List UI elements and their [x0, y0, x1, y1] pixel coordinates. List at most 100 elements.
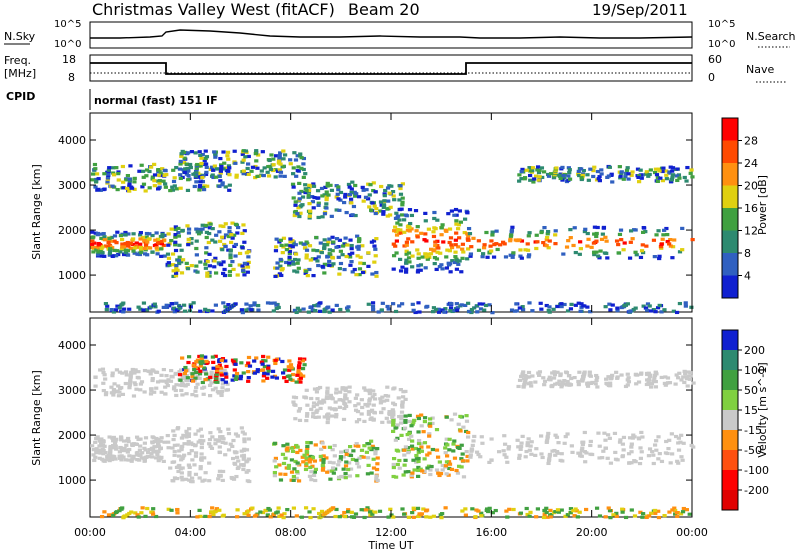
- power-echo-cell: [363, 195, 369, 199]
- power-echo-cell: [599, 168, 604, 172]
- power-echo-cell: [349, 260, 354, 264]
- velocity-echo-cell: [268, 515, 273, 519]
- power-echo-cell: [305, 242, 310, 246]
- velocity-echo-cell: [210, 435, 215, 439]
- power-echo-cell: [343, 236, 348, 240]
- velocity-echo-cell: [312, 470, 317, 474]
- velocity-echo-cell: [569, 376, 574, 381]
- power-echo-cell: [659, 246, 664, 250]
- velocity-echo-cell: [353, 512, 359, 516]
- velocity-echo-cell: [590, 452, 595, 457]
- velocity-echo-cell: [301, 374, 306, 378]
- power-echo-cell: [140, 169, 146, 173]
- power-cbar-segment: [722, 275, 738, 299]
- power-echo-cell: [295, 306, 300, 310]
- power-echo-cell: [179, 154, 184, 158]
- velocity-echo-cell: [608, 461, 614, 465]
- velocity-echo-cell: [178, 378, 183, 382]
- power-echo-cell: [177, 261, 182, 266]
- power-echo-cell: [619, 238, 624, 242]
- power-echo-cell: [374, 270, 379, 275]
- velocity-echo-cell: [426, 445, 431, 449]
- power-echo-cell: [155, 252, 160, 256]
- velocity-echo-cell: [662, 514, 667, 518]
- velocity-echo-cell: [217, 469, 223, 473]
- velocity-echo-cell: [407, 413, 412, 418]
- power-echo-cell: [203, 307, 208, 311]
- velocity-echo-cell: [430, 416, 435, 420]
- power-echo-cell: [517, 238, 522, 242]
- power-echo-cell: [455, 227, 461, 231]
- power-echo-cell: [268, 167, 273, 172]
- velocity-echo-cell: [526, 370, 532, 375]
- velocity-echo-cell: [469, 447, 474, 451]
- power-echo-cell: [325, 255, 330, 259]
- power-echo-cell: [394, 211, 399, 215]
- velocity-echo-cell: [597, 444, 602, 448]
- velocity-echo-cell: [343, 386, 348, 390]
- power-echo-cell: [161, 305, 166, 309]
- velocity-echo-cell: [342, 406, 347, 411]
- power-echo-cell: [408, 221, 413, 226]
- velocity-echo-cell: [519, 444, 524, 448]
- power-echo-cell: [301, 162, 306, 166]
- velocity-echo-cell: [210, 355, 215, 359]
- power-echo-cell: [394, 239, 399, 243]
- velocity-echo-cell: [198, 369, 203, 373]
- velocity-cbar-segment: [722, 490, 738, 511]
- power-echo-cell: [295, 270, 300, 274]
- velocity-echo-cell: [142, 390, 147, 394]
- power-echo-cell: [221, 167, 226, 171]
- power-echo-cell: [351, 204, 357, 209]
- velocity-echo-cell: [180, 376, 185, 380]
- velocity-echo-cell: [487, 506, 492, 510]
- power-echo-cell: [349, 201, 354, 205]
- velocity-echo-cell: [569, 444, 574, 448]
- velocity-echo-cell: [476, 509, 481, 513]
- velocity-echo-cell: [351, 449, 356, 453]
- power-echo-cell: [142, 252, 148, 256]
- velocity-echo-cell: [208, 431, 213, 435]
- power-echo-cell: [205, 184, 210, 188]
- velocity-echo-cell: [225, 382, 230, 386]
- velocity-echo-cell: [559, 508, 564, 512]
- power-echo-cell: [379, 203, 384, 207]
- power-echo-cell: [144, 174, 149, 178]
- velocity-echo-cell: [217, 508, 222, 512]
- power-echo-cell: [311, 248, 316, 252]
- power-echo-cell: [178, 186, 183, 190]
- velocity-echo-cell: [348, 453, 354, 458]
- power-echo-cell: [316, 255, 321, 259]
- power-echo-cell: [536, 178, 541, 182]
- power-echo-cell: [403, 270, 409, 274]
- velocity-echo-cell: [99, 514, 105, 519]
- power-echo-cell: [288, 162, 293, 166]
- velocity-echo-cell: [385, 398, 390, 402]
- power-echo-cell: [173, 227, 178, 232]
- power-echo-cell: [128, 164, 133, 168]
- power-echo-cell: [535, 168, 540, 172]
- power-echo-cell: [433, 307, 439, 312]
- velocity-echo-cell: [463, 513, 468, 517]
- velocity-echo-cell: [250, 506, 255, 510]
- velocity-echo-cell: [145, 506, 150, 511]
- power-echo-cell: [106, 172, 111, 176]
- power-echo-cell: [407, 260, 412, 264]
- power-echo-cell: [581, 169, 586, 173]
- power-echo-cell: [219, 263, 224, 267]
- velocity-echo-cell: [486, 509, 491, 514]
- power-echo-cell: [576, 301, 581, 305]
- power-echo-cell: [629, 173, 634, 177]
- velocity-echo-cell: [255, 368, 260, 372]
- power-echo-cell: [347, 192, 353, 197]
- velocity-echo-cell: [177, 373, 183, 377]
- velocity-echo-cell: [190, 393, 195, 397]
- velocity-echo-cell: [194, 394, 199, 398]
- velocity-echo-cell: [353, 408, 359, 412]
- velocity-echo-cell: [386, 515, 391, 519]
- power-echo-cell: [328, 183, 333, 187]
- power-echo-cell: [400, 200, 405, 204]
- velocity-echo-cell: [391, 456, 397, 461]
- velocity-echo-cell: [435, 455, 441, 459]
- velocity-echo-cell: [640, 435, 645, 439]
